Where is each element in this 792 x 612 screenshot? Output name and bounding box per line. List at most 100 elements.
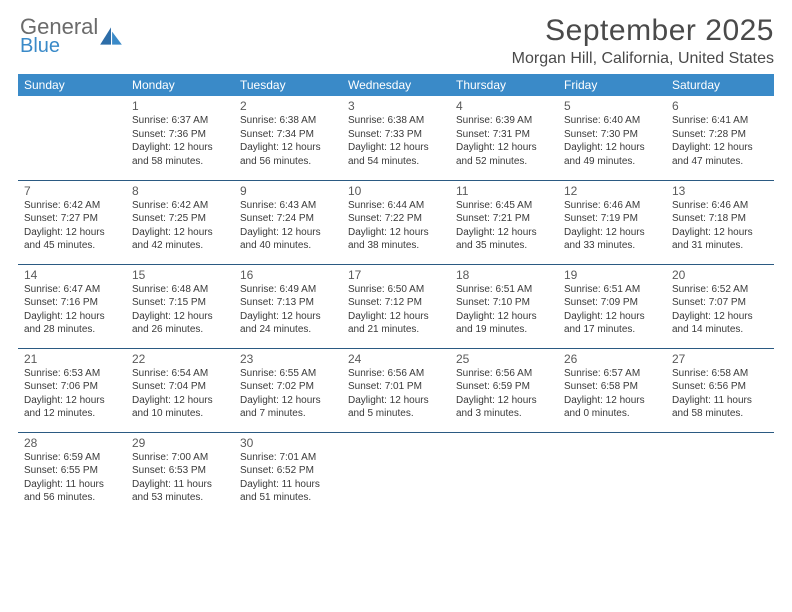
daylight-text: Daylight: 12 hours and 45 minutes. bbox=[24, 226, 120, 253]
day-info: Sunrise: 6:38 AMSunset: 7:34 PMDaylight:… bbox=[240, 114, 336, 168]
day-number: 1 bbox=[132, 99, 228, 113]
calendar-day: 23Sunrise: 6:55 AMSunset: 7:02 PMDayligh… bbox=[234, 348, 342, 432]
day-number: 19 bbox=[564, 268, 660, 282]
daylight-text: Daylight: 12 hours and 10 minutes. bbox=[132, 394, 228, 421]
sunset-text: Sunset: 7:04 PM bbox=[132, 380, 228, 394]
sunset-text: Sunset: 7:36 PM bbox=[132, 128, 228, 142]
sunset-text: Sunset: 7:30 PM bbox=[564, 128, 660, 142]
calendar-day-empty bbox=[18, 96, 126, 180]
sunrise-text: Sunrise: 6:46 AM bbox=[672, 199, 768, 213]
day-header: Saturday bbox=[666, 74, 774, 96]
day-info: Sunrise: 6:44 AMSunset: 7:22 PMDaylight:… bbox=[348, 199, 444, 253]
sunset-text: Sunset: 7:28 PM bbox=[672, 128, 768, 142]
logo-sail-icon bbox=[98, 25, 124, 47]
day-number: 9 bbox=[240, 184, 336, 198]
day-info: Sunrise: 6:43 AMSunset: 7:24 PMDaylight:… bbox=[240, 199, 336, 253]
calendar-day: 25Sunrise: 6:56 AMSunset: 6:59 PMDayligh… bbox=[450, 348, 558, 432]
sunrise-text: Sunrise: 6:44 AM bbox=[348, 199, 444, 213]
day-number: 25 bbox=[456, 352, 552, 366]
day-info: Sunrise: 6:57 AMSunset: 6:58 PMDaylight:… bbox=[564, 367, 660, 421]
daylight-text: Daylight: 12 hours and 49 minutes. bbox=[564, 141, 660, 168]
sunrise-text: Sunrise: 6:47 AM bbox=[24, 283, 120, 297]
daylight-text: Daylight: 12 hours and 17 minutes. bbox=[564, 310, 660, 337]
day-number: 17 bbox=[348, 268, 444, 282]
calendar-week: 28Sunrise: 6:59 AMSunset: 6:55 PMDayligh… bbox=[18, 432, 774, 516]
sunset-text: Sunset: 6:56 PM bbox=[672, 380, 768, 394]
day-info: Sunrise: 6:38 AMSunset: 7:33 PMDaylight:… bbox=[348, 114, 444, 168]
day-info: Sunrise: 6:51 AMSunset: 7:10 PMDaylight:… bbox=[456, 283, 552, 337]
sunset-text: Sunset: 7:07 PM bbox=[672, 296, 768, 310]
sunrise-text: Sunrise: 6:39 AM bbox=[456, 114, 552, 128]
daylight-text: Daylight: 12 hours and 31 minutes. bbox=[672, 226, 768, 253]
sunrise-text: Sunrise: 6:41 AM bbox=[672, 114, 768, 128]
daylight-text: Daylight: 11 hours and 58 minutes. bbox=[672, 394, 768, 421]
sunrise-text: Sunrise: 6:55 AM bbox=[240, 367, 336, 381]
daylight-text: Daylight: 12 hours and 19 minutes. bbox=[456, 310, 552, 337]
day-info: Sunrise: 6:42 AMSunset: 7:27 PMDaylight:… bbox=[24, 199, 120, 253]
day-header: Thursday bbox=[450, 74, 558, 96]
sunset-text: Sunset: 7:33 PM bbox=[348, 128, 444, 142]
calendar-day-empty bbox=[450, 432, 558, 516]
daylight-text: Daylight: 12 hours and 33 minutes. bbox=[564, 226, 660, 253]
sunset-text: Sunset: 7:27 PM bbox=[24, 212, 120, 226]
calendar-day: 28Sunrise: 6:59 AMSunset: 6:55 PMDayligh… bbox=[18, 432, 126, 516]
day-number: 10 bbox=[348, 184, 444, 198]
day-info: Sunrise: 6:58 AMSunset: 6:56 PMDaylight:… bbox=[672, 367, 768, 421]
daylight-text: Daylight: 12 hours and 7 minutes. bbox=[240, 394, 336, 421]
calendar-day: 9Sunrise: 6:43 AMSunset: 7:24 PMDaylight… bbox=[234, 180, 342, 264]
calendar-day: 24Sunrise: 6:56 AMSunset: 7:01 PMDayligh… bbox=[342, 348, 450, 432]
sunrise-text: Sunrise: 6:52 AM bbox=[672, 283, 768, 297]
day-header: Monday bbox=[126, 74, 234, 96]
sunrise-text: Sunrise: 6:51 AM bbox=[564, 283, 660, 297]
calendar-day: 7Sunrise: 6:42 AMSunset: 7:27 PMDaylight… bbox=[18, 180, 126, 264]
daylight-text: Daylight: 12 hours and 52 minutes. bbox=[456, 141, 552, 168]
day-number: 8 bbox=[132, 184, 228, 198]
daylight-text: Daylight: 12 hours and 24 minutes. bbox=[240, 310, 336, 337]
sunset-text: Sunset: 7:25 PM bbox=[132, 212, 228, 226]
day-info: Sunrise: 6:48 AMSunset: 7:15 PMDaylight:… bbox=[132, 283, 228, 337]
calendar-day: 20Sunrise: 6:52 AMSunset: 7:07 PMDayligh… bbox=[666, 264, 774, 348]
sunset-text: Sunset: 7:15 PM bbox=[132, 296, 228, 310]
page-title: September 2025 bbox=[512, 14, 774, 48]
sunset-text: Sunset: 7:24 PM bbox=[240, 212, 336, 226]
sunrise-text: Sunrise: 6:51 AM bbox=[456, 283, 552, 297]
day-info: Sunrise: 6:56 AMSunset: 6:59 PMDaylight:… bbox=[456, 367, 552, 421]
sunrise-text: Sunrise: 6:40 AM bbox=[564, 114, 660, 128]
day-info: Sunrise: 6:49 AMSunset: 7:13 PMDaylight:… bbox=[240, 283, 336, 337]
calendar-day: 5Sunrise: 6:40 AMSunset: 7:30 PMDaylight… bbox=[558, 96, 666, 180]
daylight-text: Daylight: 12 hours and 58 minutes. bbox=[132, 141, 228, 168]
sunrise-text: Sunrise: 6:38 AM bbox=[240, 114, 336, 128]
day-number: 2 bbox=[240, 99, 336, 113]
day-number: 15 bbox=[132, 268, 228, 282]
day-number: 27 bbox=[672, 352, 768, 366]
calendar-day: 30Sunrise: 7:01 AMSunset: 6:52 PMDayligh… bbox=[234, 432, 342, 516]
day-header: Friday bbox=[558, 74, 666, 96]
sunset-text: Sunset: 7:22 PM bbox=[348, 212, 444, 226]
day-info: Sunrise: 6:55 AMSunset: 7:02 PMDaylight:… bbox=[240, 367, 336, 421]
brand-name-bottom: Blue bbox=[20, 36, 98, 56]
day-number: 6 bbox=[672, 99, 768, 113]
sunset-text: Sunset: 7:34 PM bbox=[240, 128, 336, 142]
calendar-week: 21Sunrise: 6:53 AMSunset: 7:06 PMDayligh… bbox=[18, 348, 774, 432]
day-number: 23 bbox=[240, 352, 336, 366]
sunrise-text: Sunrise: 6:53 AM bbox=[24, 367, 120, 381]
brand-logo: General Blue bbox=[18, 14, 124, 56]
sunrise-text: Sunrise: 6:46 AM bbox=[564, 199, 660, 213]
sunrise-text: Sunrise: 6:59 AM bbox=[24, 451, 120, 465]
calendar-table: SundayMondayTuesdayWednesdayThursdayFrid… bbox=[18, 74, 774, 516]
location-text: Morgan Hill, California, United States bbox=[512, 50, 774, 68]
daylight-text: Daylight: 11 hours and 51 minutes. bbox=[240, 478, 336, 505]
calendar-day: 8Sunrise: 6:42 AMSunset: 7:25 PMDaylight… bbox=[126, 180, 234, 264]
sunset-text: Sunset: 7:21 PM bbox=[456, 212, 552, 226]
sunset-text: Sunset: 7:19 PM bbox=[564, 212, 660, 226]
day-number: 11 bbox=[456, 184, 552, 198]
sunset-text: Sunset: 7:02 PM bbox=[240, 380, 336, 394]
sunrise-text: Sunrise: 7:01 AM bbox=[240, 451, 336, 465]
daylight-text: Daylight: 12 hours and 40 minutes. bbox=[240, 226, 336, 253]
calendar-week: 7Sunrise: 6:42 AMSunset: 7:27 PMDaylight… bbox=[18, 180, 774, 264]
day-info: Sunrise: 6:51 AMSunset: 7:09 PMDaylight:… bbox=[564, 283, 660, 337]
day-info: Sunrise: 6:46 AMSunset: 7:18 PMDaylight:… bbox=[672, 199, 768, 253]
day-number: 28 bbox=[24, 436, 120, 450]
daylight-text: Daylight: 12 hours and 35 minutes. bbox=[456, 226, 552, 253]
sunset-text: Sunset: 7:18 PM bbox=[672, 212, 768, 226]
